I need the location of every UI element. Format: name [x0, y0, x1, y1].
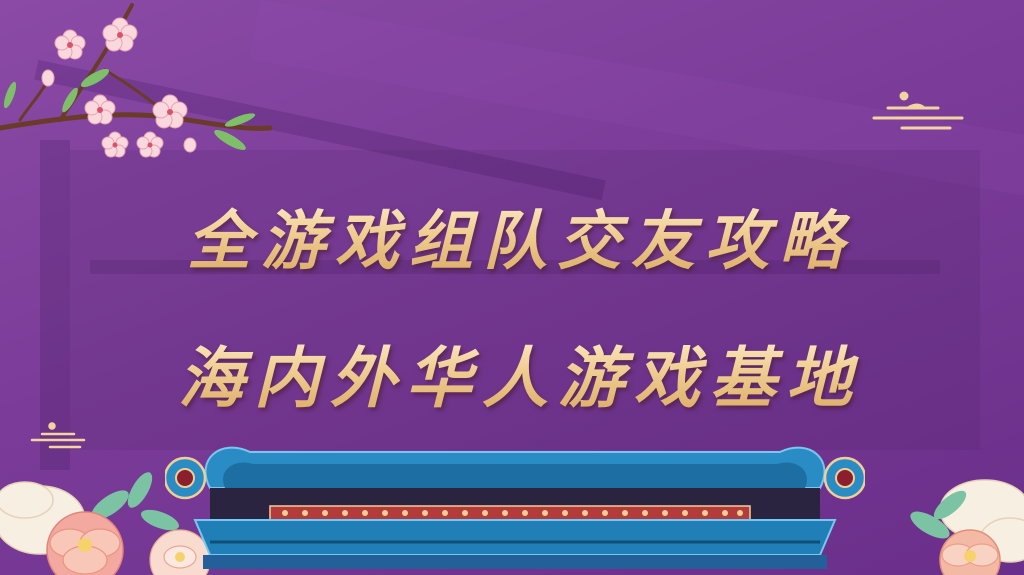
rail-shadow: [90, 260, 940, 274]
peony-flower-icon: [910, 479, 1024, 575]
auspicious-cloud-icon: [30, 422, 86, 449]
peony-flower-icon: [0, 472, 211, 575]
scroll-banner-icon: [165, 446, 865, 569]
plum-blossom-branch-icon: [0, 3, 273, 158]
banner-title-line-1: 全游戏组队交友攻略: [90, 190, 950, 282]
auspicious-cloud-icon: [872, 91, 964, 130]
wall-shadow: [70, 150, 980, 450]
pillar-shadow: [40, 140, 70, 470]
banner-title-line-2: 海内外华人游戏基地: [90, 325, 950, 421]
